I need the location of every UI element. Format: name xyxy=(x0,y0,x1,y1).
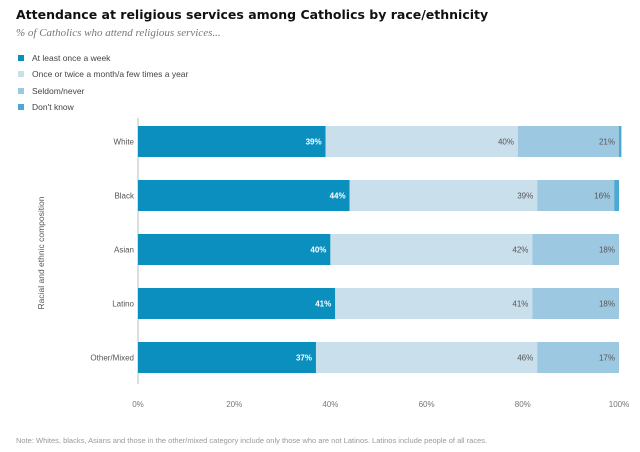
chart-note: Note: Whites, blacks, Asians and those i… xyxy=(16,436,488,445)
data-label: 39% xyxy=(517,192,533,201)
data-label: 16% xyxy=(594,192,610,201)
x-tick-label: 100% xyxy=(609,400,629,409)
data-label: 17% xyxy=(599,354,615,363)
bar-segment xyxy=(537,180,615,211)
legend-swatch xyxy=(18,55,24,62)
bar-segment xyxy=(315,342,538,373)
bar-segment xyxy=(349,180,538,211)
y-axis-title: Racial and ethnic composition xyxy=(36,196,46,309)
legend-item: At least once a week xyxy=(18,50,188,66)
bar-segment xyxy=(138,342,316,373)
data-label: 46% xyxy=(517,354,533,363)
legend-label: Once or twice a month/a few times a year xyxy=(32,69,189,80)
data-label: 42% xyxy=(512,246,528,255)
legend-label: Seldom/never xyxy=(32,85,85,96)
data-label: 40% xyxy=(498,138,514,147)
legend-item: Don't know xyxy=(18,99,188,115)
data-label: 41% xyxy=(315,300,331,309)
bar-segment xyxy=(619,126,622,157)
data-label: 21% xyxy=(599,138,615,147)
category-label: Other/Mixed xyxy=(90,354,134,363)
legend-item: Once or twice a month/a few times a year xyxy=(18,66,188,82)
legend-label: Don't know xyxy=(32,102,74,113)
data-label: 18% xyxy=(599,246,615,255)
bar-segment xyxy=(614,180,619,211)
category-label: Latino xyxy=(112,300,134,309)
data-label: 37% xyxy=(296,354,312,363)
data-label: 39% xyxy=(306,138,322,147)
bar-segment xyxy=(138,234,331,265)
x-tick-label: 60% xyxy=(419,400,435,409)
data-label: 18% xyxy=(599,300,615,309)
bar-segment xyxy=(517,126,619,157)
x-tick-label: 0% xyxy=(132,400,144,409)
legend-label: At least once a week xyxy=(32,53,111,64)
x-tick-label: 40% xyxy=(322,400,338,409)
data-label: 40% xyxy=(310,246,326,255)
x-tick-label: 20% xyxy=(226,400,242,409)
data-label: 41% xyxy=(512,300,528,309)
legend-swatch xyxy=(18,71,24,78)
legend: At least once a week Once or twice a mon… xyxy=(18,50,188,115)
data-label: 44% xyxy=(330,192,346,201)
bar-segment xyxy=(325,126,518,157)
bar-segment xyxy=(330,234,533,265)
bar-segment xyxy=(537,342,619,373)
bar-segment xyxy=(335,288,533,319)
category-label: White xyxy=(114,138,135,147)
bar-segment xyxy=(532,288,619,319)
chart-title: Attendance at religious services among C… xyxy=(16,7,489,22)
legend-item: Seldom/never xyxy=(18,83,188,99)
category-label: Asian xyxy=(114,246,134,255)
bar-segment xyxy=(138,126,326,157)
bar-segment xyxy=(532,234,619,265)
bar-segment xyxy=(138,180,350,211)
chart-subtitle: % of Catholics who attend religious serv… xyxy=(16,27,221,39)
legend-swatch xyxy=(18,87,24,94)
category-label: Black xyxy=(114,192,135,201)
legend-swatch xyxy=(18,104,24,111)
bar-segment xyxy=(138,288,336,319)
x-tick-label: 80% xyxy=(515,400,531,409)
